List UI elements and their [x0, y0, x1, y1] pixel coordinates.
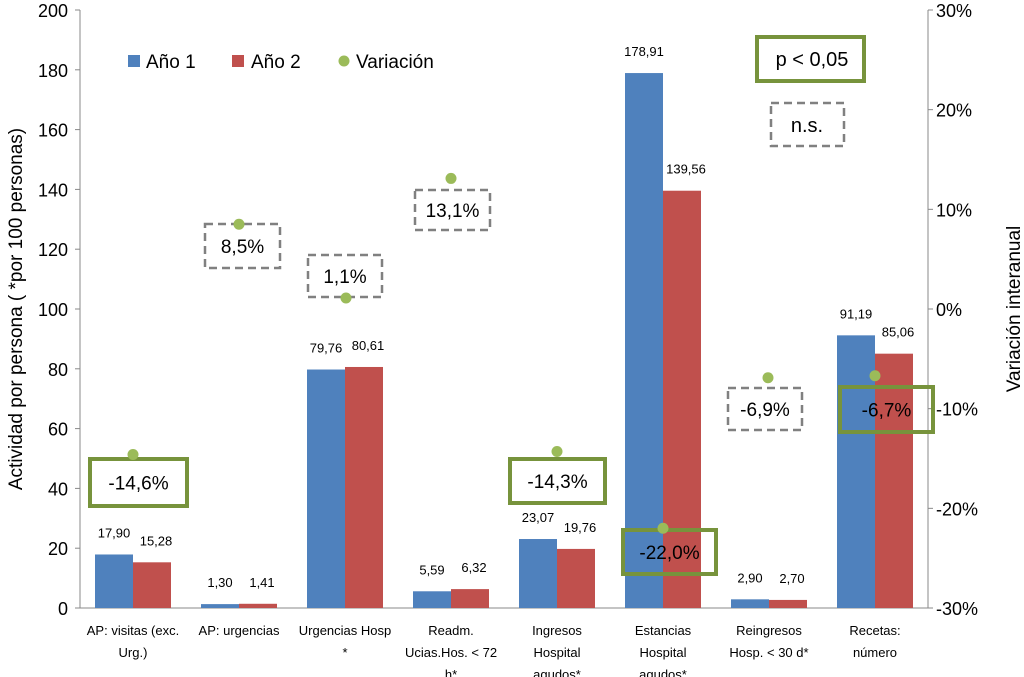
bar-ano1	[625, 73, 663, 609]
x-tick-label: Reingresos Hosp. < 30 d*	[729, 623, 808, 660]
y2-tick-label: -10%	[936, 400, 978, 420]
bar-ano2	[345, 366, 383, 608]
data-label: 139,56	[666, 162, 706, 177]
legend-sig-box	[755, 35, 866, 83]
data-label: 17,90	[98, 525, 131, 540]
bar-ano1	[731, 599, 769, 608]
x-tick-label: Readm. Ucias.Hos. < 72 h*	[405, 623, 497, 677]
variation-point	[657, 522, 669, 534]
y2-tick-label: 30%	[936, 1, 972, 21]
data-label: 80,61	[352, 338, 385, 353]
bar-ano1	[307, 369, 345, 608]
y2-axis-title: Variación interanual	[1004, 226, 1024, 393]
variation-point	[762, 372, 774, 384]
bar-ano1	[201, 604, 239, 608]
bar-ano2	[769, 599, 807, 608]
variation-label: -22,0%	[639, 543, 699, 564]
x-tick-label: AP: visitas (exc. Urg.)	[87, 623, 179, 660]
data-label: 15,28	[140, 533, 173, 548]
data-label: 85,06	[882, 325, 915, 340]
y-tick-label: 160	[38, 121, 68, 141]
legend-swatch-ano1	[128, 55, 140, 67]
y-tick-label: 80	[48, 360, 68, 380]
variation-point	[551, 446, 563, 458]
y-tick-label: 20	[48, 539, 68, 559]
y2-tick-label: 10%	[936, 200, 972, 220]
bar-ano2	[451, 589, 489, 608]
variation-point	[127, 449, 139, 461]
bar-ano1	[95, 554, 133, 608]
bar-ano1	[519, 539, 557, 608]
variation-point	[445, 172, 457, 184]
variation-point	[869, 370, 881, 382]
y-tick-label: 0	[58, 599, 68, 619]
legend-swatch-ano2	[232, 55, 244, 67]
y-tick-label: 60	[48, 420, 68, 440]
variation-point	[340, 292, 352, 304]
data-label: 2,90	[737, 570, 762, 585]
variation-point	[233, 218, 245, 230]
variation-label: -6,9%	[740, 400, 790, 421]
significance-box	[838, 385, 935, 434]
variation-label: 13,1%	[426, 201, 480, 222]
x-tick-label: Urgencias Hosp *	[299, 623, 392, 660]
bar-ano1	[837, 335, 875, 608]
bar-ano1	[413, 591, 451, 608]
y2-tick-label: -30%	[936, 599, 978, 619]
ns-box	[306, 253, 384, 299]
variation-label: -6,7%	[862, 401, 912, 422]
legend-label-ano2: Año 2	[251, 52, 301, 73]
legend-ns-box	[769, 101, 846, 148]
bar-ano2	[133, 562, 171, 608]
y2-tick-label: 0%	[936, 300, 962, 320]
significance-box	[88, 457, 189, 508]
y2-tick-label: -20%	[936, 499, 978, 519]
legend-sig-label: p < 0,05	[776, 49, 849, 71]
legend-marker-variacion	[338, 55, 350, 67]
data-label: 1,30	[207, 575, 232, 590]
x-tick-label: Estancias Hospital agudos*	[635, 623, 692, 677]
ns-box	[726, 386, 804, 432]
legend-label-variacion: Variación	[356, 52, 434, 73]
data-label: 91,19	[840, 306, 873, 321]
data-label: 5,59	[419, 562, 444, 577]
x-tick-label: Recetas: número	[849, 623, 900, 660]
x-tick-label: Ingresos Hospital agudos*	[532, 623, 582, 677]
data-label: 1,41	[249, 575, 274, 590]
legend-label-ano1: Año 1	[146, 52, 196, 73]
y-tick-label: 120	[38, 240, 68, 260]
data-label: 2,70	[779, 571, 804, 586]
data-label: 23,07	[522, 510, 555, 525]
y2-tick-label: 20%	[936, 101, 972, 121]
data-label: 19,76	[564, 520, 597, 535]
data-label: 178,91	[624, 44, 664, 59]
legend-ns-label: n.s.	[791, 115, 823, 137]
data-label: 79,76	[310, 341, 343, 356]
variation-label: -14,3%	[527, 472, 587, 493]
bar-ano2	[239, 603, 277, 608]
significance-box	[621, 528, 718, 576]
y-tick-label: 200	[38, 1, 68, 21]
y-axis-title: Actividad por persona ( *por 100 persona…	[6, 128, 27, 490]
bar-ano2	[875, 353, 913, 608]
variation-label: 8,5%	[221, 237, 264, 258]
bar-ano2	[557, 548, 595, 608]
bar-ano2	[663, 190, 701, 608]
legend: Año 1 Año 2 Variación p < 0,05 n.s.	[128, 35, 866, 148]
y-tick-label: 40	[48, 479, 68, 499]
data-label: 6,32	[461, 560, 486, 575]
variation-label: -14,6%	[108, 474, 168, 495]
y-tick-label: 100	[38, 300, 68, 320]
variation-label: 1,1%	[323, 267, 366, 288]
significance-box	[508, 457, 607, 505]
ns-box	[203, 222, 282, 270]
y-tick-label: 180	[38, 61, 68, 81]
y-tick-label: 140	[38, 180, 68, 200]
ns-box	[413, 188, 492, 232]
x-tick-label: AP: urgencias	[199, 623, 280, 638]
